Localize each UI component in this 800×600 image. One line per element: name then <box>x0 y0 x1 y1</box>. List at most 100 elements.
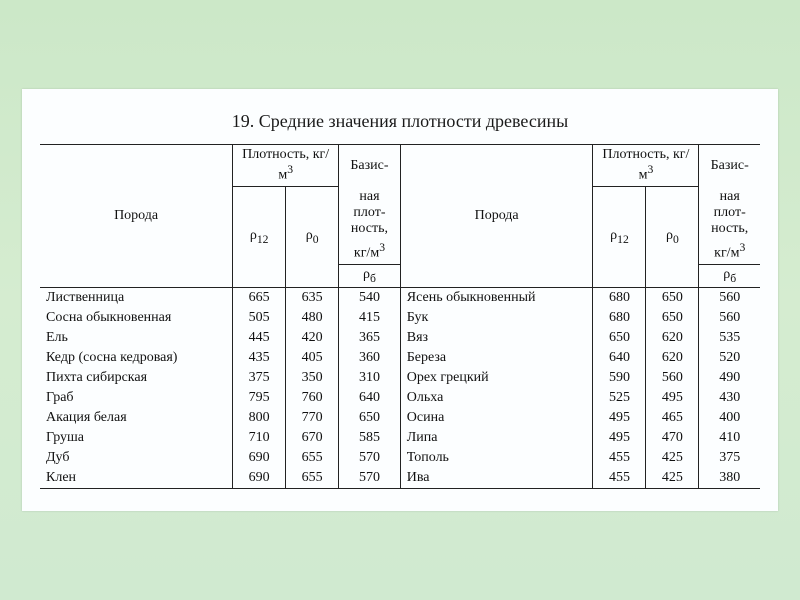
cell-value: 490 <box>699 368 760 388</box>
paper-panel: 19. Средние значения плотности древесины… <box>22 89 778 511</box>
rho-sym: ρ <box>306 228 313 243</box>
cell-species: Лиственница <box>40 287 233 308</box>
rho-sym: ρ <box>250 228 257 243</box>
table-row: Граб795760640Ольха525495430 <box>40 388 760 408</box>
cell-value: 425 <box>646 448 699 468</box>
cell-value: 655 <box>286 468 339 489</box>
table-row: Кедр (сосна кедровая)435405360Береза6406… <box>40 348 760 368</box>
rho-sub: б <box>370 271 376 284</box>
col-basis-right-2: ная плот- ность, <box>699 187 760 239</box>
table-body: Лиственница665635540Ясень обыкновенный68… <box>40 287 760 488</box>
cell-value: 455 <box>593 448 646 468</box>
cell-species: Орех грецкий <box>400 368 593 388</box>
cell-value: 680 <box>593 287 646 308</box>
table-row: Пихта сибирская375350310Орех грецкий5905… <box>40 368 760 388</box>
rho-sub: 0 <box>673 233 679 246</box>
cell-value: 380 <box>699 468 760 489</box>
cell-value: 540 <box>339 287 401 308</box>
table-row: Ель445420365Вяз650620535 <box>40 328 760 348</box>
cell-value: 760 <box>286 388 339 408</box>
cell-species: Тополь <box>400 448 593 468</box>
cell-value: 710 <box>233 428 286 448</box>
cell-species: Осина <box>400 408 593 428</box>
cell-value: 800 <box>233 408 286 428</box>
col-rho0-right: ρ0 <box>646 187 699 288</box>
table-row: Сосна обыкновенная505480415Бук680650560 <box>40 308 760 328</box>
basis-text: ность, <box>711 221 748 236</box>
col-species-left: Порода <box>40 145 233 288</box>
cell-species: Граб <box>40 388 233 408</box>
cell-value: 585 <box>339 428 401 448</box>
basis-unit-sup: 3 <box>739 241 745 254</box>
col-basis-left-2: ная плот- ность, <box>339 187 401 239</box>
basis-text: ность, <box>351 221 388 236</box>
cell-value: 770 <box>286 408 339 428</box>
cell-value: 620 <box>646 348 699 368</box>
col-rhob-right: ρб <box>699 264 760 287</box>
table-row: Груша710670585Липа495470410 <box>40 428 760 448</box>
cell-value: 525 <box>593 388 646 408</box>
cell-value: 495 <box>593 428 646 448</box>
cell-value: 665 <box>233 287 286 308</box>
col-rho12-right: ρ12 <box>593 187 646 288</box>
density-unit-text: Плотность, кг/м <box>242 147 329 183</box>
cell-species: Кедр (сосна кедровая) <box>40 348 233 368</box>
basis-text: ная <box>359 189 379 204</box>
col-basis-right-unit: кг/м3 <box>699 239 760 264</box>
col-rhob-left: ρб <box>339 264 401 287</box>
table-row: Дуб690655570Тополь455425375 <box>40 448 760 468</box>
cell-species: Ольха <box>400 388 593 408</box>
rho-sub: б <box>730 271 736 284</box>
cell-species: Ясень обыкновенный <box>400 287 593 308</box>
cell-value: 470 <box>646 428 699 448</box>
cell-value: 445 <box>233 328 286 348</box>
cell-value: 455 <box>593 468 646 489</box>
cell-value: 310 <box>339 368 401 388</box>
cell-value: 640 <box>593 348 646 368</box>
cell-value: 655 <box>286 448 339 468</box>
cell-value: 425 <box>646 468 699 489</box>
table-row: Лиственница665635540Ясень обыкновенный68… <box>40 287 760 308</box>
cell-value: 495 <box>646 388 699 408</box>
cell-value: 420 <box>286 328 339 348</box>
cell-value: 560 <box>646 368 699 388</box>
col-species-right: Порода <box>400 145 593 288</box>
cell-value: 650 <box>339 408 401 428</box>
col-rho12-left: ρ12 <box>233 187 286 288</box>
cell-value: 365 <box>339 328 401 348</box>
table-row: Клен690655570Ива455425380 <box>40 468 760 489</box>
density-unit-sup: 3 <box>287 163 293 176</box>
cell-value: 680 <box>593 308 646 328</box>
cell-species: Береза <box>400 348 593 368</box>
cell-value: 430 <box>699 388 760 408</box>
cell-value: 495 <box>593 408 646 428</box>
cell-species: Ель <box>40 328 233 348</box>
density-table: Порода Плотность, кг/м3 Базис- Порода Пл… <box>40 144 760 489</box>
cell-value: 375 <box>699 448 760 468</box>
rho-sym: ρ <box>666 228 673 243</box>
cell-value: 690 <box>233 468 286 489</box>
cell-value: 560 <box>699 308 760 328</box>
cell-value: 505 <box>233 308 286 328</box>
cell-value: 670 <box>286 428 339 448</box>
rho-sub: 12 <box>617 233 629 246</box>
cell-value: 415 <box>339 308 401 328</box>
cell-species: Сосна обыкновенная <box>40 308 233 328</box>
col-basis-left-1: Базис- <box>339 145 401 187</box>
table-row: Акация белая800770650Осина495465400 <box>40 408 760 428</box>
cell-value: 620 <box>646 328 699 348</box>
cell-species: Липа <box>400 428 593 448</box>
cell-value: 480 <box>286 308 339 328</box>
cell-value: 635 <box>286 287 339 308</box>
cell-value: 360 <box>339 348 401 368</box>
cell-value: 570 <box>339 468 401 489</box>
col-basis-left-unit: кг/м3 <box>339 239 401 264</box>
col-basis-right-1: Базис- <box>699 145 760 187</box>
cell-species: Клен <box>40 468 233 489</box>
basis-unit-sup: 3 <box>379 241 385 254</box>
cell-value: 570 <box>339 448 401 468</box>
cell-species: Груша <box>40 428 233 448</box>
basis-unit: кг/м <box>714 245 739 260</box>
cell-value: 375 <box>233 368 286 388</box>
cell-value: 405 <box>286 348 339 368</box>
